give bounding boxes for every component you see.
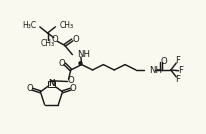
Text: O: O (160, 57, 166, 66)
Text: H₃C: H₃C (22, 21, 36, 30)
Text: O: O (58, 59, 65, 68)
Text: F: F (174, 75, 179, 84)
Text: F: F (178, 66, 183, 75)
Text: F: F (174, 56, 179, 65)
Text: ●: ● (77, 61, 82, 66)
Text: NH: NH (77, 50, 90, 59)
Text: CH₃: CH₃ (59, 21, 73, 30)
Text: O: O (69, 84, 76, 93)
Text: O: O (67, 76, 74, 85)
Text: N: N (48, 79, 54, 88)
Text: O: O (52, 35, 59, 44)
FancyBboxPatch shape (48, 81, 55, 87)
Text: N: N (48, 79, 54, 88)
Text: O: O (27, 84, 33, 93)
Text: CH₃: CH₃ (40, 39, 54, 48)
Text: O: O (72, 36, 78, 44)
Text: NH: NH (148, 66, 161, 75)
